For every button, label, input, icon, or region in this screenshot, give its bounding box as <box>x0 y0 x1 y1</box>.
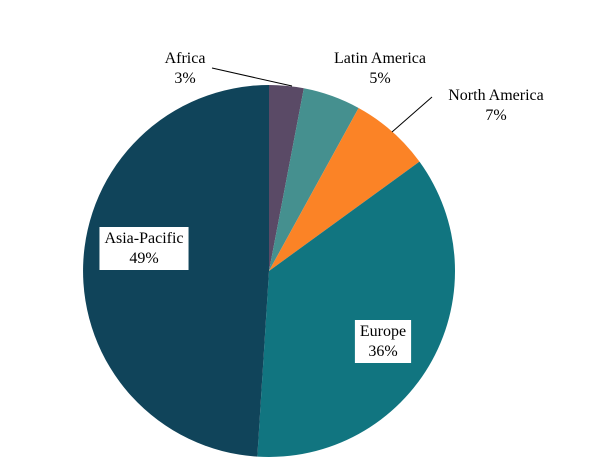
slice-labels: Africa 3% Latin America 5% North America 7% Eu… <box>99 50 544 363</box>
label-asia-pacific: Asia-Pacific 49% <box>99 227 189 270</box>
leader-line-africa <box>211 67 293 87</box>
label-africa: Africa 3% <box>165 50 206 87</box>
slice-africa <box>269 85 304 271</box>
label-value-africa: 3% <box>174 70 195 87</box>
slice-asia-pacific <box>83 85 270 457</box>
label-name-europe: Europe <box>360 323 406 340</box>
slice-north-america <box>269 108 420 271</box>
label-name-asia-pacific: Asia-Pacific <box>104 230 183 247</box>
slice-europe <box>257 161 456 457</box>
label-name-latin-america: Latin America <box>334 50 426 67</box>
label-value-asia-pacific: 49% <box>129 250 158 267</box>
label-europe: Europe 36% <box>354 320 412 363</box>
label-latin-america: Latin America 5% <box>334 50 426 87</box>
label-value-europe: 36% <box>368 343 397 360</box>
label-north-america: North America 7% <box>448 87 544 124</box>
label-name-north-america: North America <box>448 87 544 104</box>
leader-lines <box>211 67 433 133</box>
label-box-europe <box>354 320 412 363</box>
label-box-asia-pacific <box>99 227 189 270</box>
pie-slices <box>83 85 456 457</box>
label-name-africa: Africa <box>165 50 206 67</box>
leader-line-north-america <box>391 96 433 133</box>
slice-latin-america <box>269 88 359 271</box>
label-value-latin-america: 5% <box>369 70 390 87</box>
label-value-north-america: 7% <box>485 107 506 124</box>
